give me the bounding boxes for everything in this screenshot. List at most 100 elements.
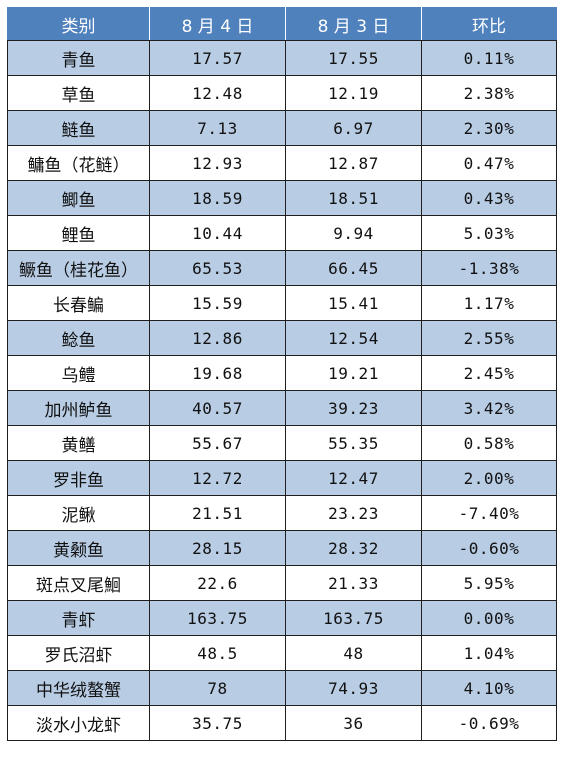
- category-cell: 青虾: [7, 600, 150, 636]
- table-row: 黄鳝 55.67 55.35 0.58%: [7, 425, 557, 461]
- table-row: 长春鳊 15.59 15.41 1.17%: [7, 285, 557, 321]
- change-cell: 1.04%: [421, 635, 557, 671]
- change-cell: 0.00%: [421, 600, 557, 636]
- header-row: 类别 8 月 4 日 8 月 3 日 环比: [7, 7, 557, 41]
- change-cell: 0.47%: [421, 145, 557, 181]
- aug-4-price-cell: 17.57: [149, 40, 286, 76]
- table-row: 鲢鱼 7.13 6.97 2.30%: [7, 110, 557, 146]
- aug-3-price-cell: 9.94: [285, 215, 422, 251]
- table-row: 鲤鱼 10.44 9.94 5.03%: [7, 215, 557, 251]
- change-cell: 2.55%: [421, 320, 557, 356]
- table-row: 罗氏沼虾 48.5 48 1.04%: [7, 635, 557, 671]
- table-row: 鳙鱼（花鲢） 12.93 12.87 0.47%: [7, 145, 557, 181]
- aug-3-price-cell: 6.97: [285, 110, 422, 146]
- aug-4-price-cell: 15.59: [149, 285, 286, 321]
- aug-4-price-cell: 21.51: [149, 495, 286, 531]
- change-cell: -1.38%: [421, 250, 557, 286]
- aug-4-price-cell: 12.72: [149, 460, 286, 496]
- aug-4-price-cell: 12.93: [149, 145, 286, 181]
- header-aug-4: 8 月 4 日: [149, 7, 286, 41]
- change-cell: 5.03%: [421, 215, 557, 251]
- aug-3-price-cell: 55.35: [285, 425, 422, 461]
- aug-3-price-cell: 39.23: [285, 390, 422, 426]
- change-cell: -0.60%: [421, 530, 557, 566]
- table-row: 鳜鱼（桂花鱼） 65.53 66.45 -1.38%: [7, 250, 557, 286]
- aug-3-price-cell: 36: [285, 705, 422, 741]
- category-cell: 鲶鱼: [7, 320, 150, 356]
- category-cell: 鳙鱼（花鲢）: [7, 145, 150, 181]
- table-body: 青鱼 17.57 17.55 0.11% 草鱼 12.48 12.19 2.38% 鲢鱼 7.13…: [7, 40, 557, 741]
- category-cell: 鲤鱼: [7, 215, 150, 251]
- aug-3-price-cell: 23.23: [285, 495, 422, 531]
- aug-4-price-cell: 28.15: [149, 530, 286, 566]
- category-cell: 草鱼: [7, 75, 150, 111]
- aug-3-price-cell: 12.19: [285, 75, 422, 111]
- category-cell: 泥鳅: [7, 495, 150, 531]
- aug-4-price-cell: 22.6: [149, 565, 286, 601]
- aug-4-price-cell: 12.48: [149, 75, 286, 111]
- change-cell: 0.11%: [421, 40, 557, 76]
- aug-4-price-cell: 65.53: [149, 250, 286, 286]
- aug-4-price-cell: 18.59: [149, 180, 286, 216]
- change-cell: -7.40%: [421, 495, 557, 531]
- table-row: 乌鳢 19.68 19.21 2.45%: [7, 355, 557, 391]
- change-cell: 2.30%: [421, 110, 557, 146]
- aug-3-price-cell: 74.93: [285, 670, 422, 706]
- header-aug-3: 8 月 3 日: [285, 7, 422, 41]
- table-row: 鲶鱼 12.86 12.54 2.55%: [7, 320, 557, 356]
- table-row: 斑点叉尾鮰 22.6 21.33 5.95%: [7, 565, 557, 601]
- change-cell: 5.95%: [421, 565, 557, 601]
- header-change: 环比: [421, 7, 557, 41]
- aug-3-price-cell: 17.55: [285, 40, 422, 76]
- category-cell: 青鱼: [7, 40, 150, 76]
- category-cell: 鲫鱼: [7, 180, 150, 216]
- category-cell: 鳜鱼（桂花鱼）: [7, 250, 150, 286]
- aug-4-price-cell: 35.75: [149, 705, 286, 741]
- category-cell: 淡水小龙虾: [7, 705, 150, 741]
- category-cell: 罗非鱼: [7, 460, 150, 496]
- aug-3-price-cell: 21.33: [285, 565, 422, 601]
- change-cell: 0.58%: [421, 425, 557, 461]
- category-cell: 中华绒螯蟹: [7, 670, 150, 706]
- change-cell: 1.17%: [421, 285, 557, 321]
- aug-3-price-cell: 12.47: [285, 460, 422, 496]
- change-cell: -0.69%: [421, 705, 557, 741]
- aug-4-price-cell: 40.57: [149, 390, 286, 426]
- aug-4-price-cell: 48.5: [149, 635, 286, 671]
- aug-3-price-cell: 66.45: [285, 250, 422, 286]
- change-cell: 2.45%: [421, 355, 557, 391]
- header-category: 类别: [7, 7, 150, 41]
- aug-3-price-cell: 163.75: [285, 600, 422, 636]
- table-row: 泥鳅 21.51 23.23 -7.40%: [7, 495, 557, 531]
- price-table: 类别 8 月 4 日 8 月 3 日 环比 青鱼 17.57 17.55 0.11% 草…: [7, 7, 557, 741]
- table-row: 青虾 163.75 163.75 0.00%: [7, 600, 557, 636]
- table-row: 淡水小龙虾 35.75 36 -0.69%: [7, 705, 557, 741]
- aug-4-price-cell: 55.67: [149, 425, 286, 461]
- category-cell: 鲢鱼: [7, 110, 150, 146]
- aug-3-price-cell: 19.21: [285, 355, 422, 391]
- table-row: 草鱼 12.48 12.19 2.38%: [7, 75, 557, 111]
- change-cell: 2.00%: [421, 460, 557, 496]
- category-cell: 黄颡鱼: [7, 530, 150, 566]
- category-cell: 加州鲈鱼: [7, 390, 150, 426]
- aug-3-price-cell: 28.32: [285, 530, 422, 566]
- category-cell: 乌鳢: [7, 355, 150, 391]
- category-cell: 罗氏沼虾: [7, 635, 150, 671]
- table-row: 青鱼 17.57 17.55 0.11%: [7, 40, 557, 76]
- aug-4-price-cell: 78: [149, 670, 286, 706]
- table-header: 类别 8 月 4 日 8 月 3 日 环比: [7, 7, 557, 41]
- table-row: 中华绒螯蟹 78 74.93 4.10%: [7, 670, 557, 706]
- category-cell: 黄鳝: [7, 425, 150, 461]
- aug-3-price-cell: 48: [285, 635, 422, 671]
- change-cell: 4.10%: [421, 670, 557, 706]
- aug-4-price-cell: 7.13: [149, 110, 286, 146]
- table-row: 鲫鱼 18.59 18.51 0.43%: [7, 180, 557, 216]
- aug-4-price-cell: 12.86: [149, 320, 286, 356]
- change-cell: 2.38%: [421, 75, 557, 111]
- category-cell: 长春鳊: [7, 285, 150, 321]
- table-row: 罗非鱼 12.72 12.47 2.00%: [7, 460, 557, 496]
- change-cell: 3.42%: [421, 390, 557, 426]
- aug-4-price-cell: 10.44: [149, 215, 286, 251]
- category-cell: 斑点叉尾鮰: [7, 565, 150, 601]
